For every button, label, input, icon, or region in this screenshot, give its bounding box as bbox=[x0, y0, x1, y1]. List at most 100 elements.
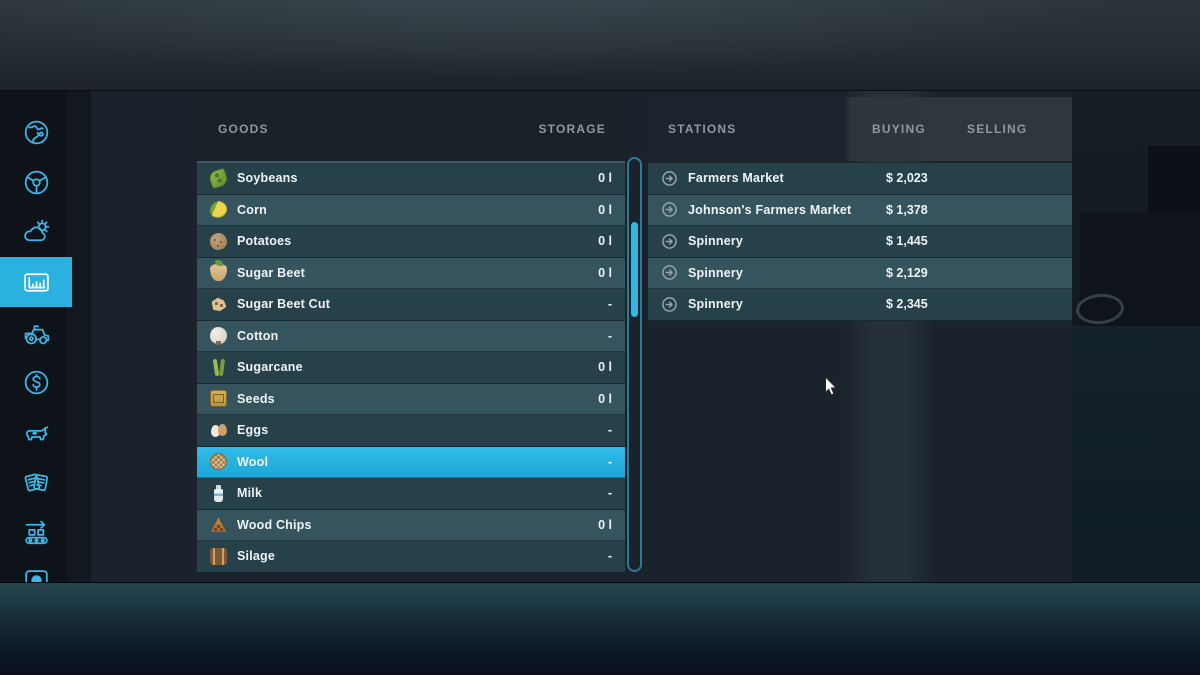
sidebar-item-camera[interactable] bbox=[0, 557, 72, 583]
goods-storage-value: - bbox=[607, 549, 612, 564]
sell-point-icon bbox=[661, 296, 678, 313]
goods-row-milk[interactable]: Milk - bbox=[197, 478, 625, 510]
selling-column-header: SELLING bbox=[967, 122, 1028, 136]
station-name: Farmers Market bbox=[688, 171, 784, 186]
goods-row-potatoes[interactable]: Potatoes 0 l bbox=[197, 226, 625, 258]
goods-name: Wool bbox=[237, 454, 269, 469]
station-row-spinnery-1[interactable]: Spinnery $ 1,445 bbox=[648, 226, 1072, 258]
goods-row-cotton[interactable]: Cotton - bbox=[197, 320, 625, 352]
goods-row-sugar-beet-cut[interactable]: Sugar Beet Cut - bbox=[197, 289, 625, 321]
sell-point-icon bbox=[661, 233, 678, 250]
goods-storage-value: 0 l bbox=[598, 171, 612, 186]
scene-ground bbox=[1072, 326, 1200, 583]
goods-storage-value: 0 l bbox=[598, 234, 612, 249]
goods-row-eggs[interactable]: Eggs - bbox=[197, 415, 625, 447]
station-buying-price: $ 1,378 bbox=[886, 202, 928, 217]
station-buying-price: $ 2,023 bbox=[886, 171, 928, 186]
goods-name: Potatoes bbox=[237, 234, 292, 249]
stations-header-title: STATIONS bbox=[668, 122, 737, 136]
main-menu-sidebar bbox=[0, 91, 72, 583]
goods-name: Eggs bbox=[237, 423, 269, 438]
station-name: Johnson's Farmers Market bbox=[688, 202, 852, 217]
goods-name: Cotton bbox=[237, 328, 279, 343]
seeds-icon bbox=[210, 390, 227, 408]
goods-storage-value: - bbox=[607, 486, 612, 501]
goods-name: Corn bbox=[237, 202, 267, 217]
goods-name: Milk bbox=[237, 486, 263, 501]
station-row-spinnery-3[interactable]: Spinnery $ 2,345 bbox=[648, 289, 1072, 321]
scene-building bbox=[1080, 213, 1200, 326]
panel-seam bbox=[90, 91, 91, 583]
tractor-icon bbox=[24, 324, 49, 344]
goods-row-corn[interactable]: Corn 0 l bbox=[197, 194, 625, 226]
animals-icon bbox=[25, 425, 48, 440]
sell-point-icon bbox=[661, 201, 678, 218]
goods-row-sugar-beet[interactable]: Sugar Beet 0 l bbox=[197, 257, 625, 289]
station-name: Spinnery bbox=[688, 234, 744, 249]
camera-icon bbox=[24, 569, 48, 583]
sidebar-item-map[interactable] bbox=[0, 107, 72, 157]
sell-point-icon bbox=[661, 264, 678, 281]
goods-storage-value: 0 l bbox=[598, 391, 612, 406]
goods-storage-value: - bbox=[607, 454, 612, 469]
potatoes-icon bbox=[210, 232, 227, 250]
station-buying-price: $ 2,345 bbox=[886, 297, 928, 312]
production-chains-icon bbox=[24, 520, 48, 544]
sidebar-item-vehicles[interactable] bbox=[0, 157, 72, 207]
goods-row-silage[interactable]: Silage - bbox=[197, 541, 625, 573]
game-scene-backdrop bbox=[1072, 91, 1200, 583]
statistics-icon bbox=[23, 272, 49, 292]
station-row-johnsons-farmers-market[interactable]: Johnson's Farmers Market $ 1,378 bbox=[648, 194, 1072, 226]
sidebar-item-statistics[interactable] bbox=[0, 257, 72, 307]
stations-panel-header: STATIONS BUYING SELLING bbox=[648, 97, 1072, 161]
goods-storage-value: 0 l bbox=[598, 517, 612, 532]
wood-chips-icon bbox=[210, 517, 227, 532]
sidebar-item-production-chains[interactable] bbox=[0, 507, 72, 557]
sidebar-item-garage[interactable] bbox=[0, 307, 72, 357]
goods-row-wool-selected[interactable]: Wool - bbox=[197, 446, 625, 478]
scrollbar-thumb[interactable] bbox=[631, 222, 638, 317]
goods-list-scrollbar[interactable] bbox=[627, 157, 642, 572]
bottom-letterbox bbox=[0, 582, 1200, 675]
sugarcane-icon bbox=[210, 359, 227, 376]
top-letterbox bbox=[0, 0, 1200, 90]
station-name: Spinnery bbox=[688, 265, 744, 280]
sidebar-item-animals[interactable] bbox=[0, 407, 72, 457]
station-row-spinnery-2[interactable]: Spinnery $ 2,129 bbox=[648, 257, 1072, 289]
goods-name: Silage bbox=[237, 549, 276, 564]
goods-storage-value: - bbox=[607, 297, 612, 312]
sidebar-item-weather[interactable] bbox=[0, 207, 72, 257]
mouse-cursor bbox=[824, 375, 840, 398]
contracts-icon bbox=[24, 473, 48, 491]
wool-icon bbox=[210, 453, 227, 471]
goods-name: Wood Chips bbox=[237, 517, 312, 532]
station-buying-price: $ 1,445 bbox=[886, 234, 928, 249]
goods-panel-header: GOODS STORAGE bbox=[197, 97, 625, 161]
goods-storage-value: - bbox=[607, 423, 612, 438]
sell-point-icon bbox=[661, 170, 678, 187]
sugar-beet-icon bbox=[210, 260, 227, 282]
map-icon bbox=[24, 120, 48, 144]
storage-column-header: STORAGE bbox=[538, 122, 606, 136]
station-buying-price: $ 2,129 bbox=[886, 265, 928, 280]
steering-wheel-icon bbox=[24, 170, 48, 194]
goods-name: Sugar Beet bbox=[237, 265, 305, 280]
goods-name: Sugar Beet Cut bbox=[237, 297, 331, 312]
cotton-icon bbox=[210, 327, 227, 346]
goods-row-soybeans[interactable]: Soybeans 0 l bbox=[197, 163, 625, 195]
weather-icon bbox=[23, 219, 49, 241]
station-row-farmers-market[interactable]: Farmers Market $ 2,023 bbox=[648, 163, 1072, 195]
silage-icon bbox=[210, 547, 227, 565]
goods-row-seeds[interactable]: Seeds 0 l bbox=[197, 383, 625, 415]
soybeans-icon bbox=[207, 167, 230, 189]
goods-name: Seeds bbox=[237, 391, 275, 406]
goods-header-title: GOODS bbox=[218, 122, 269, 136]
eggs-icon bbox=[210, 422, 227, 439]
goods-name: Sugarcane bbox=[237, 360, 303, 375]
goods-name: Soybeans bbox=[237, 171, 298, 186]
goods-row-wood-chips[interactable]: Wood Chips 0 l bbox=[197, 509, 625, 541]
goods-row-sugarcane[interactable]: Sugarcane 0 l bbox=[197, 352, 625, 384]
milk-icon bbox=[210, 484, 227, 502]
sidebar-item-finances[interactable] bbox=[0, 357, 72, 407]
sidebar-item-contracts[interactable] bbox=[0, 457, 72, 507]
